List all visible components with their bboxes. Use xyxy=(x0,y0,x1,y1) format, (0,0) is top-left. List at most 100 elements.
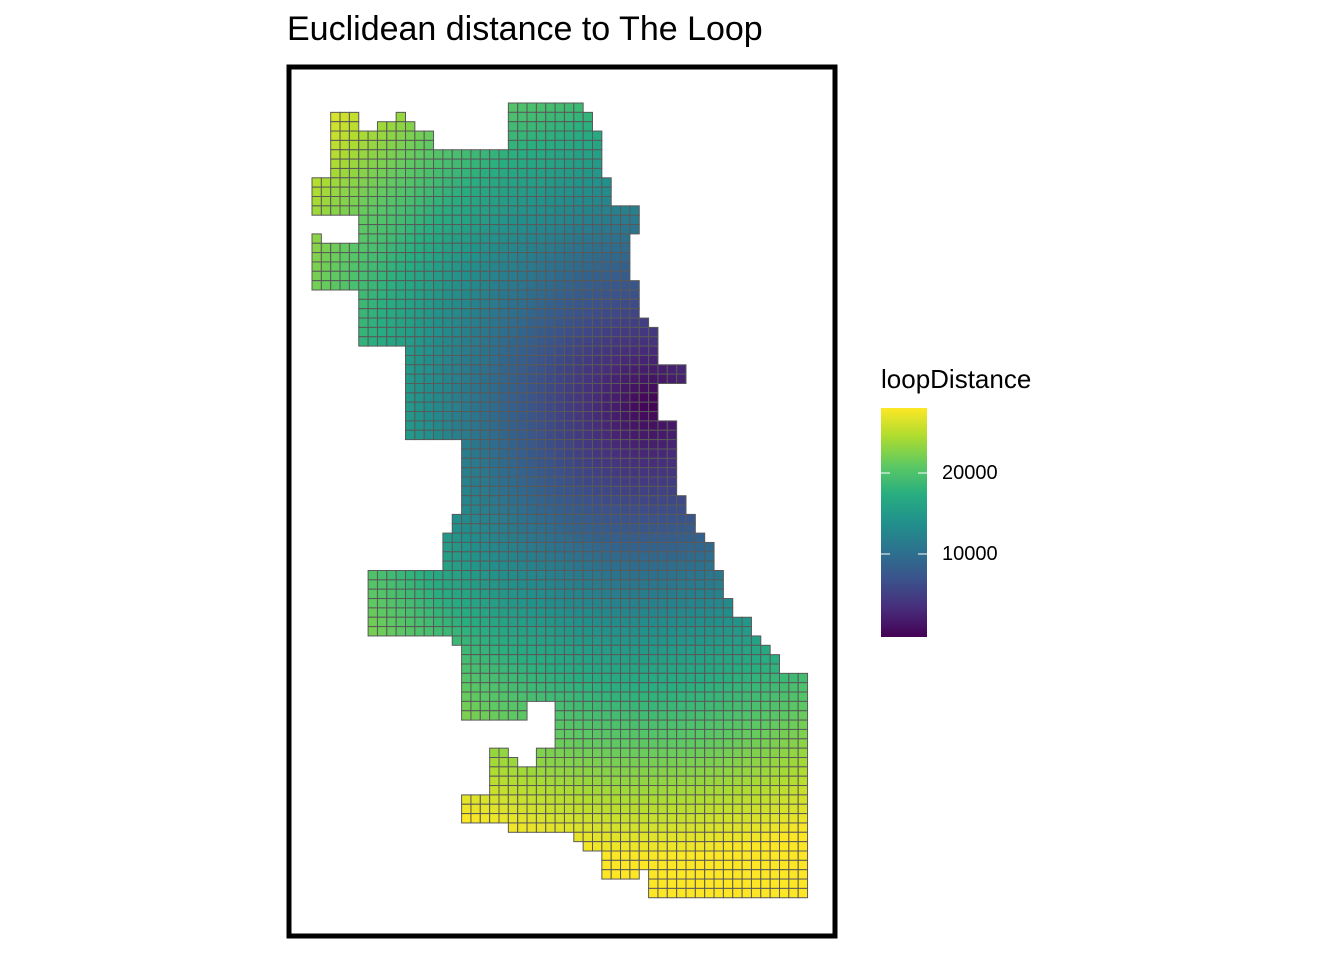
grid-cell xyxy=(535,177,547,188)
grid-cell xyxy=(489,177,500,188)
grid-cell xyxy=(573,513,584,525)
grid-cell xyxy=(507,326,519,338)
grid-cell xyxy=(563,186,575,197)
grid-cell xyxy=(610,495,622,506)
grid-cell xyxy=(582,242,594,254)
grid-cell xyxy=(629,401,640,413)
grid-cell xyxy=(582,177,594,188)
grid-cell xyxy=(470,813,481,824)
grid-cell xyxy=(732,887,743,899)
grid-cell xyxy=(592,308,603,319)
grid-cell xyxy=(489,513,500,525)
grid-cell xyxy=(797,672,809,684)
grid-cell xyxy=(620,813,631,824)
grid-cell xyxy=(470,326,481,338)
grid-cell xyxy=(489,252,500,263)
grid-cell xyxy=(648,485,659,497)
grid-cell xyxy=(376,616,388,628)
grid-cell xyxy=(779,850,790,861)
grid-cell xyxy=(414,598,425,609)
grid-cell xyxy=(498,149,509,160)
grid-cell xyxy=(414,139,425,151)
grid-cell xyxy=(638,859,650,871)
grid-cell xyxy=(620,663,631,674)
grid-cell xyxy=(470,616,481,628)
grid-cell xyxy=(526,158,537,169)
grid-cell xyxy=(704,570,715,581)
grid-cell xyxy=(367,224,378,235)
grid-cell xyxy=(657,869,668,880)
grid-cell xyxy=(442,149,453,160)
grid-cell xyxy=(507,560,519,572)
grid-cell xyxy=(582,654,594,665)
grid-cell xyxy=(563,551,575,562)
grid-cell xyxy=(442,167,453,179)
grid-cell xyxy=(760,738,771,749)
grid-cell xyxy=(563,467,575,478)
grid-cell xyxy=(330,177,341,188)
grid-cell xyxy=(582,766,594,777)
grid-cell xyxy=(367,270,378,282)
grid-cell xyxy=(629,289,640,300)
grid-cell xyxy=(489,570,500,581)
grid-cell xyxy=(442,214,453,226)
grid-cell xyxy=(517,700,528,712)
grid-cell xyxy=(517,598,528,609)
grid-cell xyxy=(620,691,631,702)
grid-cell xyxy=(732,728,743,740)
grid-cell xyxy=(479,364,491,375)
grid-cell xyxy=(535,373,547,384)
grid-cell xyxy=(779,710,790,721)
grid-cell xyxy=(563,336,575,347)
grid-cell xyxy=(517,149,528,160)
grid-cell xyxy=(666,560,678,572)
grid-cell xyxy=(470,177,481,188)
grid-cell xyxy=(489,158,500,169)
grid-cell xyxy=(507,448,519,459)
grid-cell xyxy=(797,850,809,861)
grid-cell xyxy=(685,513,696,525)
grid-cell xyxy=(442,186,453,197)
grid-cell xyxy=(498,177,509,188)
grid-cell xyxy=(526,570,537,581)
grid-cell xyxy=(517,336,528,347)
grid-cell xyxy=(545,270,556,282)
grid-cell xyxy=(666,598,678,609)
grid-cell xyxy=(498,691,509,702)
grid-cell xyxy=(433,317,444,328)
grid-cell xyxy=(535,401,547,413)
grid-cell xyxy=(638,822,650,833)
grid-cell xyxy=(545,607,556,618)
grid-cell xyxy=(526,298,537,310)
grid-cell xyxy=(563,401,575,413)
grid-cell xyxy=(554,766,565,777)
grid-cell xyxy=(405,429,416,441)
grid-cell xyxy=(423,186,435,197)
grid-cell xyxy=(666,728,678,740)
grid-cell xyxy=(414,149,425,160)
grid-cell xyxy=(732,859,743,871)
grid-cell xyxy=(629,672,640,684)
grid-cell xyxy=(601,298,612,310)
grid-cell xyxy=(582,111,594,123)
grid-cell xyxy=(685,607,696,618)
grid-cell xyxy=(629,504,640,515)
grid-cell xyxy=(535,224,547,235)
grid-cell xyxy=(545,598,556,609)
grid-cell xyxy=(386,598,397,609)
grid-cell xyxy=(779,747,790,759)
grid-cell xyxy=(638,728,650,740)
grid-cell xyxy=(629,383,640,394)
grid-cell xyxy=(563,644,575,656)
grid-cell xyxy=(769,859,781,871)
grid-cell xyxy=(554,392,565,403)
grid-cell xyxy=(479,710,491,721)
grid-cell xyxy=(582,270,594,282)
grid-cell xyxy=(545,663,556,674)
grid-cell xyxy=(358,130,369,141)
grid-cell xyxy=(601,570,612,581)
grid-cell xyxy=(592,214,603,226)
grid-cell xyxy=(666,626,678,637)
grid-cell xyxy=(676,654,687,665)
grid-cell xyxy=(367,616,378,628)
